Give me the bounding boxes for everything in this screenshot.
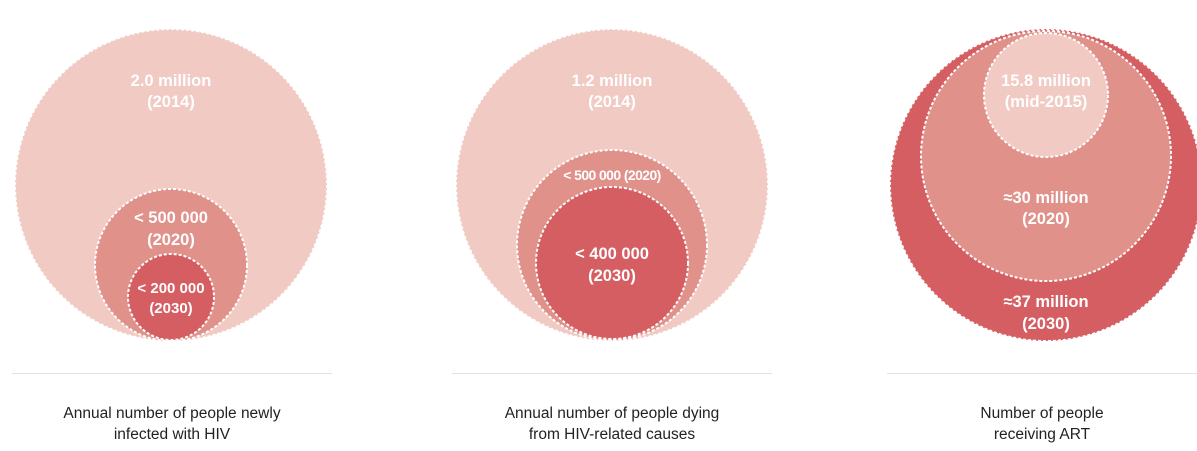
caption-art: Number of people receiving ART — [887, 403, 1197, 445]
label-2020-value: ≈30 million — [1003, 189, 1088, 207]
divider-line — [12, 373, 332, 374]
divider-line — [887, 373, 1197, 374]
circle-2030 — [127, 253, 215, 341]
caption-line: Number of people — [980, 405, 1104, 422]
circle-2014 — [14, 28, 328, 342]
label-2020-year: (2020) — [147, 231, 195, 249]
panel-deaths: 1.2 million (2014) < 500 000 (2020) < 40… — [440, 0, 800, 451]
bubble-diagram-art: 15.8 million (mid-2015) ≈30 million (202… — [889, 28, 1197, 342]
label-2020-year: (2020) — [1022, 210, 1070, 228]
caption-line: Annual number of people newly — [63, 405, 281, 422]
panel-art: 15.8 million (mid-2015) ≈30 million (202… — [875, 0, 1197, 451]
caption-deaths: Annual number of people dying from HIV-r… — [452, 403, 772, 445]
label-2030-value: ≈37 million — [1003, 293, 1088, 311]
label-2030-value: < 200 000 — [137, 280, 204, 297]
label-mid-2015-value: 15.8 million — [1001, 72, 1091, 90]
caption-line: Annual number of people dying — [504, 405, 720, 422]
bubble-diagram-new-infections: 2.0 million (2014) < 500 000 (2020) < 20… — [14, 28, 328, 342]
label-2014-value: 2.0 million — [131, 72, 212, 90]
label-2014-year: (2014) — [147, 93, 195, 111]
caption-new-infections: Annual number of people newly infected w… — [12, 403, 332, 445]
label-2020-value: < 500 000 (2020) — [563, 167, 660, 183]
label-2030-year: (2030) — [1022, 315, 1070, 333]
caption-line: receiving ART — [993, 426, 1091, 443]
label-2030-year: (2030) — [149, 300, 192, 317]
label-2014-year: (2014) — [588, 93, 636, 111]
caption-line: from HIV-related causes — [528, 426, 696, 443]
bubble-diagram-deaths: 1.2 million (2014) < 500 000 (2020) < 40… — [455, 28, 769, 342]
caption-line: infected with HIV — [113, 426, 231, 443]
label-2020-value: < 500 000 — [134, 209, 208, 227]
circle-2030 — [535, 186, 689, 340]
circle-mid-2015 — [983, 32, 1109, 158]
label-2030-year: (2030) — [588, 267, 636, 285]
label-2030-value: < 400 000 — [575, 245, 649, 263]
label-2014-value: 1.2 million — [572, 72, 653, 90]
label-mid-2015-year: (mid-2015) — [1005, 93, 1088, 111]
panel-new-infections: 2.0 million (2014) < 500 000 (2020) < 20… — [0, 0, 360, 451]
divider-line — [452, 373, 772, 374]
